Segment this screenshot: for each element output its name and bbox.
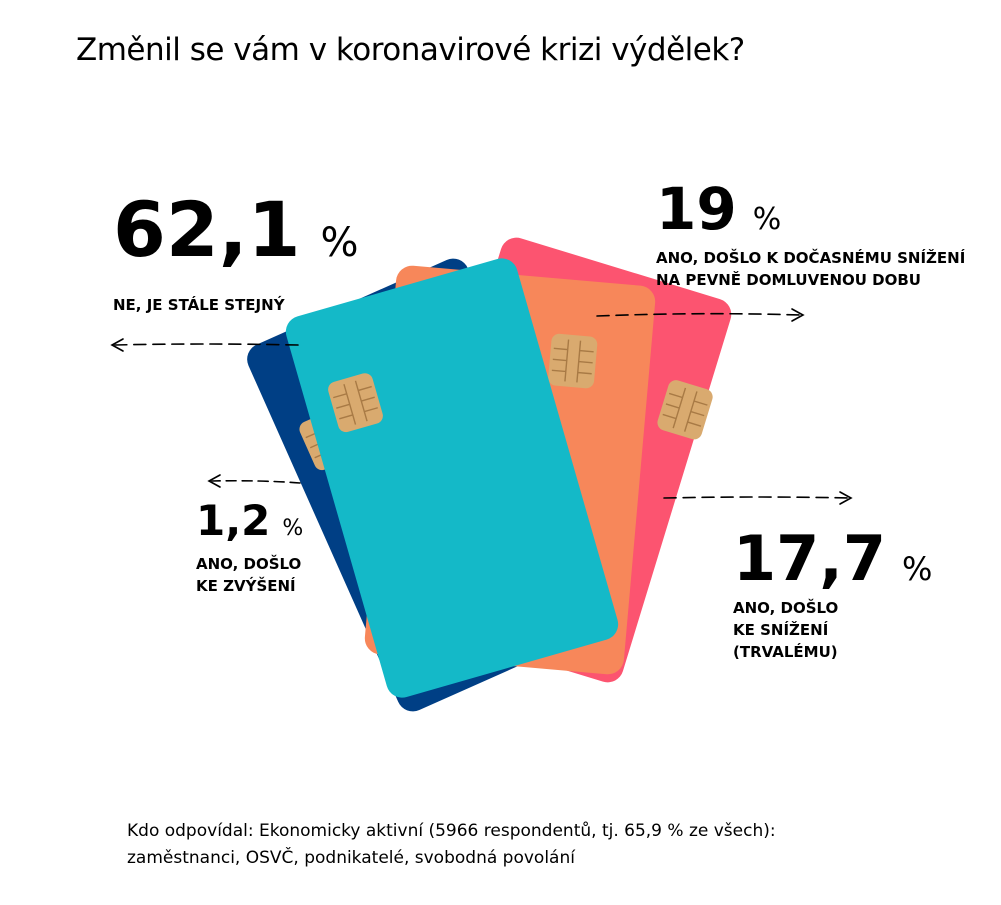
label-permanent-line3: (TRVALÉMU)	[733, 643, 838, 661]
arrow-increase-head	[207, 474, 221, 488]
label-permanent: ANO, DOŠLO KE SNÍŽENÍ (TRVALÉMU)	[733, 597, 838, 663]
label-permanent-line1: ANO, DOŠLO	[733, 599, 839, 617]
card-unchanged	[285, 258, 619, 698]
chart-title: Změnil se vám v koronavirové krizi výděl…	[76, 32, 745, 68]
label-temporary-line2: NA PEVNĚ DOMLUVENOU DOBU	[656, 271, 921, 289]
label-increase-line2: KE ZVÝŠENÍ	[196, 577, 296, 595]
footer-line2: zaměstnanci, OSVČ, podnikatelé, svobodná…	[127, 848, 575, 868]
arrow-unchanged	[114, 343, 299, 346]
arrow-unchanged-head	[110, 338, 124, 352]
label-temporary-line1: ANO, DOŠLO K DOČASNÉMU SNÍŽENÍ	[656, 249, 966, 267]
label-temporary: ANO, DOŠLO K DOČASNÉMU SNÍŽENÍ NA PEVNĚ …	[656, 247, 965, 291]
arrow-permanent	[663, 496, 849, 499]
value-permanent-number: 17,7	[733, 522, 886, 595]
label-permanent-line2: KE SNÍŽENÍ	[733, 621, 829, 639]
value-increase-number: 1,2	[196, 496, 271, 545]
label-increase-line1: ANO, DOŠLO	[196, 555, 302, 573]
value-permanent: 17,7%	[733, 528, 932, 590]
value-temporary-number: 19	[656, 175, 737, 243]
arrow-temporary-head	[791, 308, 805, 322]
value-unchanged-number: 62,1	[113, 185, 301, 274]
value-temporary: 19%	[656, 180, 781, 238]
value-temporary-percent: %	[752, 202, 782, 237]
value-unchanged-percent: %	[320, 220, 359, 266]
value-increase-percent: %	[282, 516, 304, 541]
footer-note: Kdo odpovídal: Ekonomicky aktivní (5966 …	[127, 818, 776, 872]
arrow-increase	[211, 479, 301, 484]
label-unchanged: NE, JE STÁLE STEJNÝ	[113, 294, 285, 316]
label-unchanged-line1: NE, JE STÁLE STEJNÝ	[113, 296, 285, 314]
value-unchanged: 62,1%	[113, 192, 359, 268]
footer-line1: Kdo odpovídal: Ekonomicky aktivní (5966 …	[127, 821, 776, 841]
value-increase: 1,2%	[196, 500, 303, 542]
label-increase: ANO, DOŠLO KE ZVÝŠENÍ	[196, 553, 301, 597]
arrow-temporary	[596, 312, 801, 317]
value-permanent-percent: %	[901, 550, 933, 588]
arrow-permanent-head	[839, 491, 853, 505]
